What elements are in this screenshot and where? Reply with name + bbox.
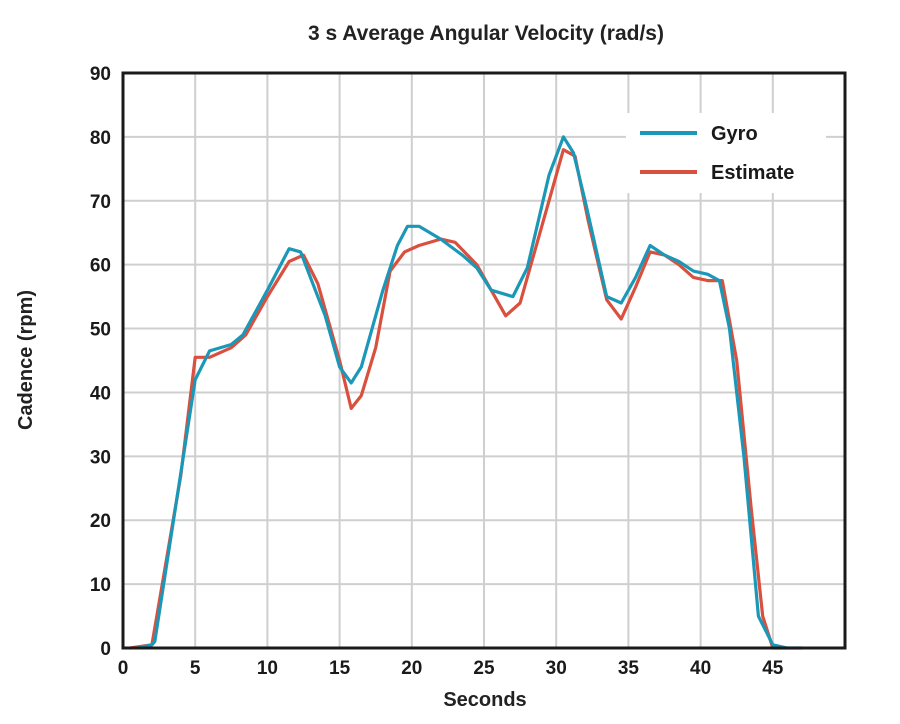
y-axis: 0 10 20 30 40 50 60 70 80 90 — [90, 64, 111, 660]
y-tick-label: 60 — [90, 256, 111, 277]
x-tick-label: 35 — [618, 658, 640, 679]
x-tick-label: 20 — [401, 658, 422, 679]
x-axis-label: Seconds — [443, 689, 526, 711]
y-tick-label: 10 — [90, 575, 111, 596]
legend: Gyro Estimate — [626, 113, 826, 193]
y-tick-label: 50 — [90, 320, 111, 341]
y-axis-label: Cadence (rpm) — [15, 290, 37, 430]
x-axis: 0 5 10 15 20 25 30 35 40 45 — [118, 658, 784, 679]
y-tick-label: 80 — [90, 128, 111, 149]
series-line-gyro — [135, 135, 804, 650]
x-tick-label: 5 — [190, 658, 201, 679]
y-tick-label: 40 — [90, 383, 111, 404]
y-tick-label: 90 — [90, 64, 111, 85]
series-line-estimate — [128, 148, 789, 650]
x-tick-label: 30 — [546, 658, 567, 679]
y-tick-label: 20 — [90, 511, 111, 532]
x-tick-label: 25 — [473, 658, 495, 679]
series-layer — [128, 135, 804, 650]
y-tick-label: 70 — [90, 192, 111, 213]
chart-title: 3 s Average Angular Velocity (rad/s) — [308, 22, 664, 45]
legend-label-estimate: Estimate — [711, 162, 794, 184]
x-tick-label: 10 — [257, 658, 278, 679]
x-tick-label: 0 — [118, 658, 129, 679]
x-tick-label: 15 — [329, 658, 351, 679]
legend-label-gyro: Gyro — [711, 123, 758, 145]
y-tick-label: 0 — [100, 639, 111, 660]
grid — [123, 73, 845, 648]
plot-frame — [121, 71, 847, 650]
x-tick-label: 45 — [762, 658, 784, 679]
x-tick-label: 40 — [690, 658, 711, 679]
legend-box — [626, 113, 826, 193]
y-tick-label: 30 — [90, 447, 111, 468]
